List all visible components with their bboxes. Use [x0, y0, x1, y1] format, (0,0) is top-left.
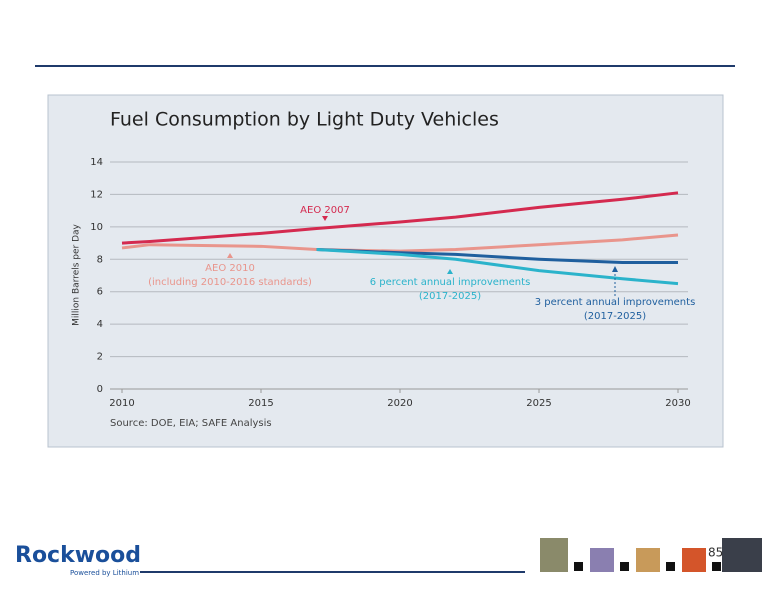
annotation: AEO 2007 [300, 205, 350, 216]
series-line [121, 191, 679, 245]
annotation: (2017-2025) [584, 311, 646, 322]
chart-title: Fuel Consumption by Light Duty Vehicles [110, 109, 499, 131]
annotation: AEO 2010 [205, 263, 255, 274]
annotation-arrow [447, 269, 453, 274]
x-tick-label: 2010 [109, 398, 134, 409]
square [666, 562, 675, 571]
thumb [722, 538, 762, 572]
square [620, 562, 629, 571]
chart-panel [47, 94, 724, 448]
series-line [121, 233, 679, 253]
annotation-arrow [322, 216, 328, 221]
annotation: (including 2010-2016 standards) [148, 277, 312, 288]
y-tick-label: 12 [90, 189, 103, 200]
logo-tagline: Powered by Lithium [70, 569, 139, 577]
annotation-arrow [612, 266, 618, 272]
y-tick-label: 8 [97, 254, 103, 265]
y-tick-label: 6 [97, 287, 103, 298]
annotation: 6 percent annual improvements [370, 277, 531, 288]
thumb [636, 548, 660, 572]
thumb [682, 548, 706, 572]
page-number: 85 [708, 546, 723, 560]
x-tick-label: 2030 [665, 398, 690, 409]
footer-images [540, 538, 762, 572]
annotation-arrow [227, 253, 233, 258]
source-note: Source: DOE, EIA; SAFE Analysis [110, 418, 272, 429]
square [574, 562, 583, 571]
y-tick-label: 2 [97, 352, 103, 363]
x-tick-label: 2025 [526, 398, 551, 409]
y-tick-label: 14 [90, 157, 103, 168]
annotation: (2017-2025) [419, 291, 481, 302]
x-tick-label: 2015 [248, 398, 273, 409]
x-tick-label: 2020 [387, 398, 412, 409]
y-tick-label: 10 [90, 222, 103, 233]
series-line [316, 248, 679, 286]
annotation: 3 percent annual improvements [535, 297, 696, 308]
square [712, 562, 721, 571]
thumb [590, 548, 614, 572]
logo: Rockwood [15, 543, 141, 568]
y-tick-label: 4 [97, 319, 103, 330]
thumb [540, 538, 568, 572]
y-tick-label: 0 [97, 384, 103, 395]
y-axis-label: Million Barrels per Day [72, 223, 82, 325]
